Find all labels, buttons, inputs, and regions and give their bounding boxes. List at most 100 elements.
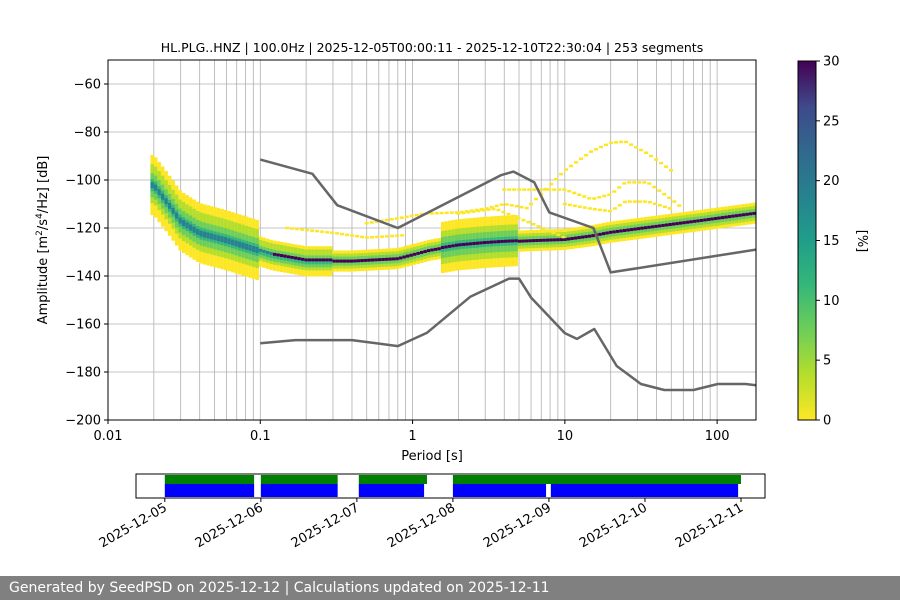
psd-cell xyxy=(332,265,336,269)
psd-cell xyxy=(745,212,749,216)
psd-cell xyxy=(465,251,469,255)
psd-cell xyxy=(318,249,322,253)
psd-cell xyxy=(500,230,504,234)
psd-cell xyxy=(699,227,704,231)
psd-cell xyxy=(178,223,182,227)
psd-cell xyxy=(731,211,735,215)
psd-cell xyxy=(293,259,298,263)
psd-cell xyxy=(227,247,231,251)
psd-cell xyxy=(423,240,427,245)
psd-cell xyxy=(171,198,175,202)
psd-cell xyxy=(433,241,438,245)
psd-cell xyxy=(388,251,392,255)
psd-cell xyxy=(171,189,175,193)
psd-cell xyxy=(412,246,417,250)
psd-cell xyxy=(577,232,581,237)
psd-cell xyxy=(454,222,459,226)
psd-cell xyxy=(251,272,256,276)
psd-cell xyxy=(423,255,427,260)
psd-cell xyxy=(227,223,231,227)
psd-cell xyxy=(526,220,531,224)
psd-cell xyxy=(633,230,637,234)
psd-cell xyxy=(577,226,581,231)
psd-cell xyxy=(699,221,704,225)
psd-cell xyxy=(272,264,277,268)
psd-cell xyxy=(164,201,168,205)
psd-cell xyxy=(265,244,270,248)
psd-cell xyxy=(157,209,161,214)
psd-cell xyxy=(534,197,539,201)
psd-cell xyxy=(486,255,490,259)
psd-cell xyxy=(153,214,158,218)
psd-cell xyxy=(369,221,374,224)
psd-cell xyxy=(632,181,637,184)
psd-cell xyxy=(345,233,350,237)
psd-cell xyxy=(608,221,613,225)
psd-cell xyxy=(545,247,550,251)
psd-cell xyxy=(489,205,494,209)
psd-cell xyxy=(454,252,459,256)
psd-cell xyxy=(220,218,224,222)
psd-cell xyxy=(209,227,214,231)
psd-cell xyxy=(195,246,200,250)
psd-cell xyxy=(703,212,707,216)
psd-cell xyxy=(192,220,196,224)
psd-cell xyxy=(682,223,686,228)
psd-cell xyxy=(391,263,396,267)
psd-cell xyxy=(220,224,224,228)
psd-cell xyxy=(416,254,420,258)
psd-cell xyxy=(286,246,291,250)
availability-blue-segment xyxy=(550,484,739,497)
psd-cell xyxy=(185,210,189,214)
psd-cell xyxy=(209,233,214,237)
psd-cell xyxy=(339,259,343,263)
psd-cell xyxy=(685,223,690,227)
psd-cell xyxy=(636,217,641,222)
psd-cell xyxy=(507,242,511,246)
psd-cell xyxy=(167,193,172,197)
psd-cell xyxy=(605,228,609,232)
psd-cell xyxy=(328,255,333,259)
psd-cell xyxy=(206,220,210,224)
psd-cell xyxy=(181,249,186,254)
psd-cell xyxy=(300,254,305,258)
psd-cell xyxy=(160,223,165,227)
psd-cell xyxy=(160,172,165,176)
psd-cell xyxy=(402,264,406,268)
psd-cell xyxy=(607,209,612,213)
psd-cell xyxy=(171,219,175,223)
psd-cell xyxy=(509,204,514,207)
psd-cell xyxy=(706,223,711,227)
psd-cell xyxy=(468,260,473,264)
psd-cell xyxy=(157,203,161,208)
psd-cell xyxy=(451,241,455,245)
psd-cell xyxy=(181,195,186,200)
psd-cell xyxy=(507,245,511,249)
psd-cell xyxy=(171,222,175,226)
psd-cell xyxy=(388,263,392,267)
psd-cell xyxy=(150,164,154,168)
psd-cell xyxy=(390,234,395,238)
psd-cell xyxy=(244,267,249,271)
psd-cell xyxy=(276,244,280,248)
psd-cell xyxy=(419,253,424,257)
psd-cell xyxy=(276,265,280,269)
psd-cell xyxy=(230,251,235,255)
psd-cell xyxy=(244,258,249,262)
psd-cell xyxy=(202,225,207,229)
psd-cell xyxy=(174,209,179,213)
psd-cell xyxy=(223,215,228,220)
psd-cell xyxy=(500,239,504,243)
psd-cell xyxy=(395,260,399,264)
psd-cell xyxy=(720,206,725,211)
psd-cell xyxy=(216,235,221,239)
psd-cell xyxy=(202,243,207,247)
psd-cell xyxy=(251,227,256,231)
psd-cell xyxy=(244,249,249,253)
availability-green-segment xyxy=(358,475,427,484)
psd-cell xyxy=(468,224,473,228)
psd-cell xyxy=(636,220,641,225)
psd-cell xyxy=(305,228,310,232)
psd-cell xyxy=(444,257,448,261)
psd-cell xyxy=(220,227,224,231)
